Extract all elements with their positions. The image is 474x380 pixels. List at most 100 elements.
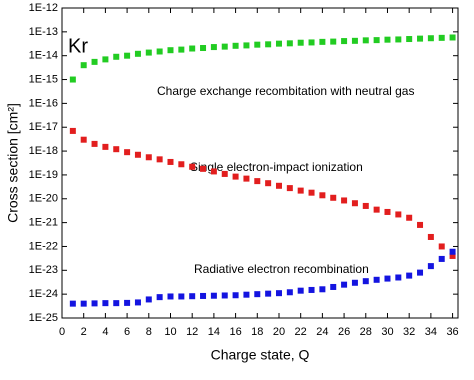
data-point <box>134 151 141 158</box>
data-point <box>449 34 456 41</box>
data-point <box>254 178 261 185</box>
data-point <box>113 53 120 60</box>
x-tick-label: 14 <box>208 326 220 338</box>
data-point <box>124 149 131 156</box>
annotation: Single electron-impact ionization <box>190 160 363 174</box>
data-point <box>221 170 228 177</box>
data-point <box>156 294 163 301</box>
data-point <box>145 296 152 303</box>
data-point <box>91 58 98 65</box>
data-point <box>189 163 196 170</box>
element-label: Kr <box>68 35 88 57</box>
data-point <box>308 189 315 196</box>
data-point <box>69 300 76 307</box>
y-tick-label: 1E-25 <box>29 312 58 324</box>
data-point <box>395 274 402 281</box>
x-tick-label: 0 <box>59 326 65 338</box>
data-point <box>232 292 239 299</box>
data-point <box>362 278 369 285</box>
data-point <box>156 156 163 163</box>
data-point <box>200 165 207 172</box>
data-point <box>134 50 141 57</box>
data-point <box>395 36 402 43</box>
data-point <box>427 35 434 42</box>
y-tick-label: 1E-15 <box>29 73 58 85</box>
y-tick-label: 1E-14 <box>29 50 58 62</box>
data-point <box>406 36 413 43</box>
y-axis-label: Cross section [cm²] <box>5 103 21 223</box>
x-tick-label: 20 <box>273 326 285 338</box>
data-point <box>113 146 120 153</box>
data-point <box>200 45 207 52</box>
data-point <box>124 299 131 306</box>
data-point <box>275 40 282 47</box>
y-tick-label: 1E-17 <box>29 121 58 133</box>
data-point <box>438 243 445 250</box>
data-point <box>178 161 185 168</box>
data-point <box>232 42 239 49</box>
data-point <box>330 194 337 201</box>
data-point <box>275 182 282 189</box>
data-point <box>189 293 196 300</box>
data-point <box>449 248 456 255</box>
x-axis-label: Charge state, Q <box>211 347 310 363</box>
data-point <box>243 175 250 182</box>
data-point <box>449 252 456 259</box>
x-tick-label: 8 <box>146 326 152 338</box>
data-point <box>167 47 174 54</box>
data-point <box>156 48 163 55</box>
data-point <box>80 62 87 69</box>
data-point <box>438 34 445 41</box>
data-point <box>319 38 326 45</box>
data-point <box>91 140 98 147</box>
data-point <box>265 180 272 187</box>
data-point <box>102 300 109 307</box>
data-point <box>102 143 109 150</box>
data-point <box>330 283 337 290</box>
data-point <box>80 300 87 307</box>
data-point <box>221 292 228 299</box>
x-tick-label: 34 <box>425 326 437 338</box>
y-tick-label: 1E-18 <box>29 145 58 157</box>
y-tick-label: 1E-16 <box>29 97 58 109</box>
data-point <box>341 281 348 288</box>
data-point <box>438 255 445 262</box>
data-point <box>384 208 391 215</box>
data-point <box>178 293 185 300</box>
data-point <box>297 187 304 194</box>
y-tick-label: 1E-12 <box>29 2 58 14</box>
x-tick-label: 36 <box>446 326 458 338</box>
x-tick-label: 2 <box>81 326 87 338</box>
x-tick-label: 16 <box>229 326 241 338</box>
data-point <box>178 46 185 53</box>
data-point <box>297 39 304 46</box>
data-point <box>210 168 217 175</box>
x-tick-label: 28 <box>360 326 372 338</box>
data-point <box>308 39 315 46</box>
data-point <box>427 233 434 240</box>
data-point <box>373 206 380 213</box>
data-point <box>427 263 434 270</box>
x-tick-label: 4 <box>102 326 108 338</box>
data-point <box>69 76 76 83</box>
x-tick-label: 10 <box>164 326 176 338</box>
data-point <box>406 214 413 221</box>
data-point <box>265 41 272 48</box>
data-point <box>145 49 152 56</box>
data-point <box>286 40 293 47</box>
data-point <box>167 293 174 300</box>
annotation: Radiative electron recombination <box>194 262 369 276</box>
data-point <box>319 286 326 293</box>
data-point <box>417 269 424 276</box>
x-tick-label: 6 <box>124 326 130 338</box>
data-point <box>124 52 131 59</box>
data-point <box>145 154 152 161</box>
data-point <box>80 136 87 143</box>
x-tick-label: 12 <box>186 326 198 338</box>
data-point <box>275 290 282 297</box>
data-point <box>330 38 337 45</box>
data-point <box>113 300 120 307</box>
data-point <box>373 276 380 283</box>
data-point <box>265 290 272 297</box>
